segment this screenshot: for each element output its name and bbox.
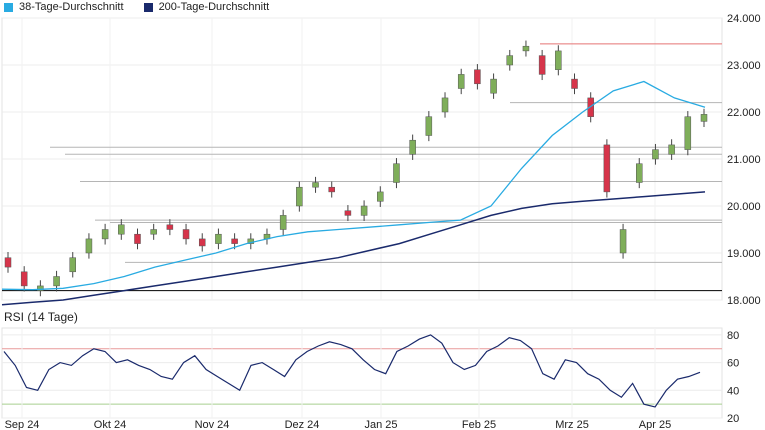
candle-body [668, 144, 675, 155]
rsi-tick-label: 40 [727, 385, 739, 397]
candle-body [53, 276, 60, 287]
x-tick-label: Feb 25 [462, 419, 496, 430]
rsi-tick-label: 20 [727, 413, 739, 425]
candle-body [425, 116, 433, 136]
price-tick-label: 24.000 [727, 13, 761, 25]
price-candles [4, 40, 708, 297]
candle-body [619, 229, 627, 254]
rsi-title: RSI (14 Tage) [4, 310, 78, 324]
price-y-axis: 18.000 19.000 20.000 21.000 22.000 23.000 24.0… [727, 13, 761, 307]
candle-body [457, 74, 465, 89]
candle-body [700, 114, 708, 122]
legend-item-ma38[interactable]: 38-Tage-Durchschnitt [4, 1, 124, 13]
candle-body [393, 163, 400, 183]
candle-body [328, 186, 335, 193]
x-tick-label: Mrz 25 [555, 419, 589, 430]
legend-swatch-ma38 [4, 2, 13, 12]
x-tick-label: Apr 25 [639, 419, 671, 430]
candle-body [231, 238, 238, 244]
legend-swatch-ma200 [143, 2, 153, 12]
candle-body [377, 191, 384, 202]
candle-body [603, 144, 611, 193]
price-tick-label: 20.000 [727, 201, 761, 213]
legend-item-ma200[interactable]: 200-Tage-Durchschnitt [143, 1, 270, 13]
candle-body [215, 233, 222, 244]
legend-label-ma200: 200-Tage-Durchschnitt [158, 1, 270, 13]
candle-body [279, 215, 287, 230]
x-axis: Sep 24 Okt 24 Nov 24 Dez 24 Jan 25 Feb 25 Mrz … [5, 419, 672, 430]
candle-body [522, 45, 530, 52]
legend: 38-Tage-Durchschnitt 200-Tage-Durchschni… [4, 0, 289, 14]
price-moving-averages [1, 80, 706, 306]
candle-body [4, 257, 12, 268]
candle-body [684, 116, 692, 150]
candle-body [587, 97, 594, 117]
candle-body [296, 186, 303, 207]
candle-body [150, 229, 157, 235]
rsi-y-axis: 20 40 60 80 [727, 330, 739, 425]
candle-body [69, 257, 76, 273]
price-grid [1, 17, 723, 301]
rsi-tick-label: 60 [727, 358, 739, 370]
rsi-tick-label: 80 [727, 330, 739, 342]
candle-body [652, 149, 659, 160]
candle-body [118, 224, 125, 235]
candle-body [538, 55, 546, 75]
x-tick-label: Jan 25 [364, 419, 397, 430]
candle-body [20, 271, 28, 287]
candle-body [166, 224, 174, 230]
candle-body [247, 238, 255, 244]
candle-body [182, 229, 190, 240]
candle-body [37, 285, 44, 291]
candle-body [409, 139, 416, 155]
candle-body [101, 229, 109, 240]
x-tick-label: Sep 24 [5, 419, 40, 430]
candle-body [360, 205, 368, 216]
x-tick-label: Dez 24 [285, 419, 320, 430]
legend-label-ma38: 38-Tage-Durchschnitt [19, 1, 124, 13]
rsi-line [3, 334, 701, 408]
candle-body [636, 163, 643, 183]
rsi-polyline [3, 334, 701, 408]
candle-body [490, 78, 497, 94]
price-tick-label: 18.000 [727, 295, 761, 307]
candle-body [555, 50, 562, 70]
candle-body [506, 55, 514, 66]
rsi-grid [1, 327, 723, 419]
candle-body [85, 238, 93, 254]
ma200-line [1, 191, 706, 306]
candle-body [474, 69, 481, 85]
price-tick-label: 23.000 [727, 60, 761, 72]
price-tick-label: 21.000 [727, 154, 761, 166]
x-tick-label: Nov 24 [195, 419, 230, 430]
ma38-line [1, 80, 706, 291]
x-tick-label: Okt 24 [94, 419, 126, 430]
candle-body [198, 238, 206, 247]
price-tick-label: 19.000 [727, 248, 761, 260]
candle-body [312, 182, 319, 188]
price-tick-label: 22.000 [727, 107, 761, 119]
candle-body [441, 97, 449, 113]
candle-body [571, 78, 578, 89]
candle-body [344, 210, 352, 216]
candle-body [134, 233, 141, 244]
